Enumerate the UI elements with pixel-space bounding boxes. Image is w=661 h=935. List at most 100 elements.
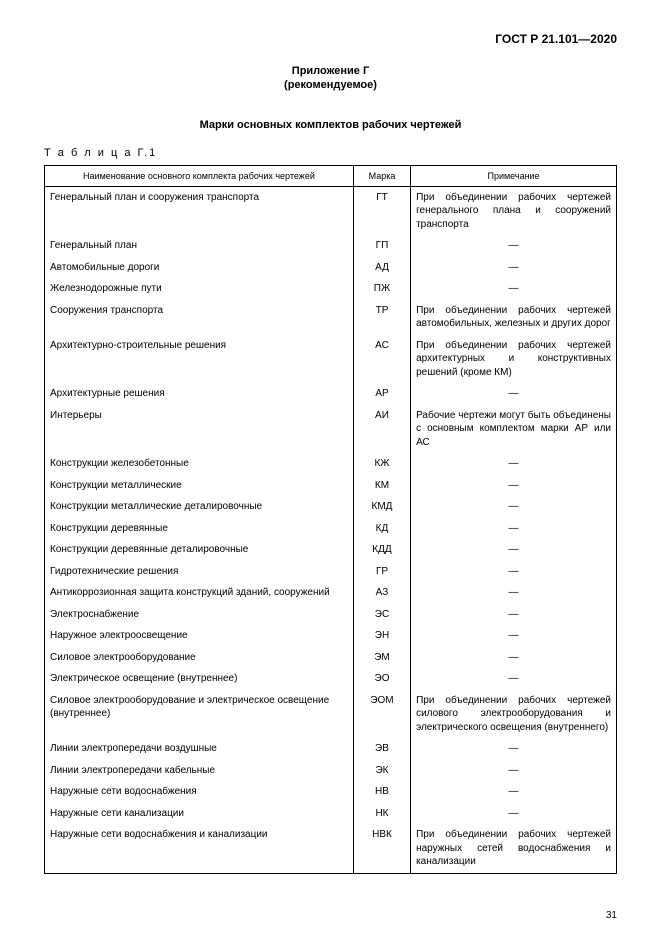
- cell-note: —: [411, 738, 617, 760]
- cell-note: —: [411, 803, 617, 825]
- cell-mark: ЭС: [353, 604, 410, 626]
- cell-name: Конструкции металлические деталировочные: [45, 496, 354, 518]
- cell-name: Гидротехнические решения: [45, 561, 354, 583]
- cell-name: Конструкции деревянные деталировочные: [45, 539, 354, 561]
- table-row: Гидротехнические решенияГР—: [45, 561, 617, 583]
- cell-name: Силовое электрооборудование: [45, 647, 354, 669]
- cell-mark: КЖ: [353, 453, 410, 475]
- cell-mark: КМ: [353, 475, 410, 497]
- cell-note: —: [411, 647, 617, 669]
- cell-mark: КМД: [353, 496, 410, 518]
- table-row: Генеральный планГП—: [45, 235, 617, 257]
- table-row: Наружные сети канализацииНК—: [45, 803, 617, 825]
- cell-note: —: [411, 496, 617, 518]
- cell-name: Наружные сети канализации: [45, 803, 354, 825]
- cell-note: —: [411, 257, 617, 279]
- cell-mark: КД: [353, 518, 410, 540]
- col-header-mark: Марка: [353, 165, 410, 186]
- cell-note: —: [411, 582, 617, 604]
- table-row: Линии электропередачи кабельныеЭК—: [45, 760, 617, 782]
- cell-mark: АИ: [353, 405, 410, 454]
- cell-note: —: [411, 604, 617, 626]
- document-id: ГОСТ Р 21.101—2020: [44, 32, 617, 46]
- cell-mark: ПЖ: [353, 278, 410, 300]
- cell-name: Интерьеры: [45, 405, 354, 454]
- cell-name: Сооружения транспорта: [45, 300, 354, 335]
- cell-name: Наружное электроосвещение: [45, 625, 354, 647]
- cell-mark: ЭМ: [353, 647, 410, 669]
- col-header-name: Наименование основного комплекта рабочих…: [45, 165, 354, 186]
- cell-note: —: [411, 561, 617, 583]
- cell-note: При объединении рабочих чертежей автомоб…: [411, 300, 617, 335]
- table-row: Конструкции деревянные деталировочныеКДД…: [45, 539, 617, 561]
- table-row: Конструкции металлические деталировочные…: [45, 496, 617, 518]
- table-row: Наружные сети водоснабженияНВ—: [45, 781, 617, 803]
- cell-name: Антикоррозионная защита конструкций здан…: [45, 582, 354, 604]
- table-row: Наружное электроосвещениеЭН—: [45, 625, 617, 647]
- cell-name: Электроснабжение: [45, 604, 354, 626]
- table-row: Силовое электрооборудование и электричес…: [45, 690, 617, 739]
- cell-mark: ЭОМ: [353, 690, 410, 739]
- cell-mark: АЗ: [353, 582, 410, 604]
- cell-mark: ТР: [353, 300, 410, 335]
- table-row: Линии электропередачи воздушныеЭВ—: [45, 738, 617, 760]
- table-row: Генеральный план и сооружения транспорта…: [45, 186, 617, 235]
- cell-mark: АС: [353, 335, 410, 384]
- cell-note: —: [411, 760, 617, 782]
- cell-name: Конструкции железобетонные: [45, 453, 354, 475]
- cell-name: Архитектурно-строительные решения: [45, 335, 354, 384]
- cell-note: —: [411, 625, 617, 647]
- table-row: Электрическое освещение (внутреннее)ЭО—: [45, 668, 617, 690]
- table-row: Железнодорожные путиПЖ—: [45, 278, 617, 300]
- col-header-note: Примечание: [411, 165, 617, 186]
- cell-name: Генеральный план и сооружения транспорта: [45, 186, 354, 235]
- cell-name: Линии электропередачи кабельные: [45, 760, 354, 782]
- cell-name: Линии электропередачи воздушные: [45, 738, 354, 760]
- cell-name: Генеральный план: [45, 235, 354, 257]
- table-row: Силовое электрооборудованиеЭМ—: [45, 647, 617, 669]
- table-row: Архитектурные решенияАР—: [45, 383, 617, 405]
- appendix-header: Приложение Г (рекомендуемое): [44, 64, 617, 93]
- table-row: ЭлектроснабжениеЭС—: [45, 604, 617, 626]
- cell-name: Наружные сети водоснабжения: [45, 781, 354, 803]
- cell-note: —: [411, 383, 617, 405]
- table-row: Антикоррозионная защита конструкций здан…: [45, 582, 617, 604]
- cell-name: Железнодорожные пути: [45, 278, 354, 300]
- table-row: Наружные сети водоснабжения и канализаци…: [45, 824, 617, 873]
- cell-note: —: [411, 278, 617, 300]
- appendix-line2: (рекомендуемое): [44, 78, 617, 92]
- cell-note: —: [411, 518, 617, 540]
- table-header-row: Наименование основного комплекта рабочих…: [45, 165, 617, 186]
- cell-note: При объединении рабочих чертежей наружны…: [411, 824, 617, 873]
- cell-name: Архитектурные решения: [45, 383, 354, 405]
- cell-note: При объединении рабочих чертежей силовог…: [411, 690, 617, 739]
- cell-mark: ЭН: [353, 625, 410, 647]
- table-row: Конструкции деревянныеКД—: [45, 518, 617, 540]
- cell-mark: ГТ: [353, 186, 410, 235]
- cell-note: Рабочие чертежи могут быть объединены с …: [411, 405, 617, 454]
- cell-name: Автомобильные дороги: [45, 257, 354, 279]
- cell-mark: ГП: [353, 235, 410, 257]
- cell-note: При объединении рабочих чертежей архитек…: [411, 335, 617, 384]
- page: ГОСТ Р 21.101—2020 Приложение Г (рекомен…: [0, 0, 661, 935]
- appendix-line1: Приложение Г: [44, 64, 617, 78]
- cell-note: —: [411, 475, 617, 497]
- table-row: Конструкции металлическиеКМ—: [45, 475, 617, 497]
- cell-note: При объединении рабочих чертежей генерал…: [411, 186, 617, 235]
- cell-mark: ГР: [353, 561, 410, 583]
- cell-mark: ЭК: [353, 760, 410, 782]
- page-number: 31: [606, 910, 617, 921]
- section-title: Марки основных комплектов рабочих чертеж…: [44, 119, 617, 131]
- table-row: Архитектурно-строительные решенияАСПри о…: [45, 335, 617, 384]
- cell-note: —: [411, 453, 617, 475]
- table-body: Генеральный план и сооружения транспорта…: [45, 186, 617, 873]
- table-row: Сооружения транспортаТРПри объединении р…: [45, 300, 617, 335]
- cell-name: Силовое электрооборудование и электричес…: [45, 690, 354, 739]
- cell-mark: НК: [353, 803, 410, 825]
- table-caption: Т а б л и ц а Г.1: [44, 147, 617, 159]
- cell-mark: АД: [353, 257, 410, 279]
- cell-note: —: [411, 539, 617, 561]
- cell-note: —: [411, 781, 617, 803]
- cell-mark: ЭВ: [353, 738, 410, 760]
- cell-mark: НВК: [353, 824, 410, 873]
